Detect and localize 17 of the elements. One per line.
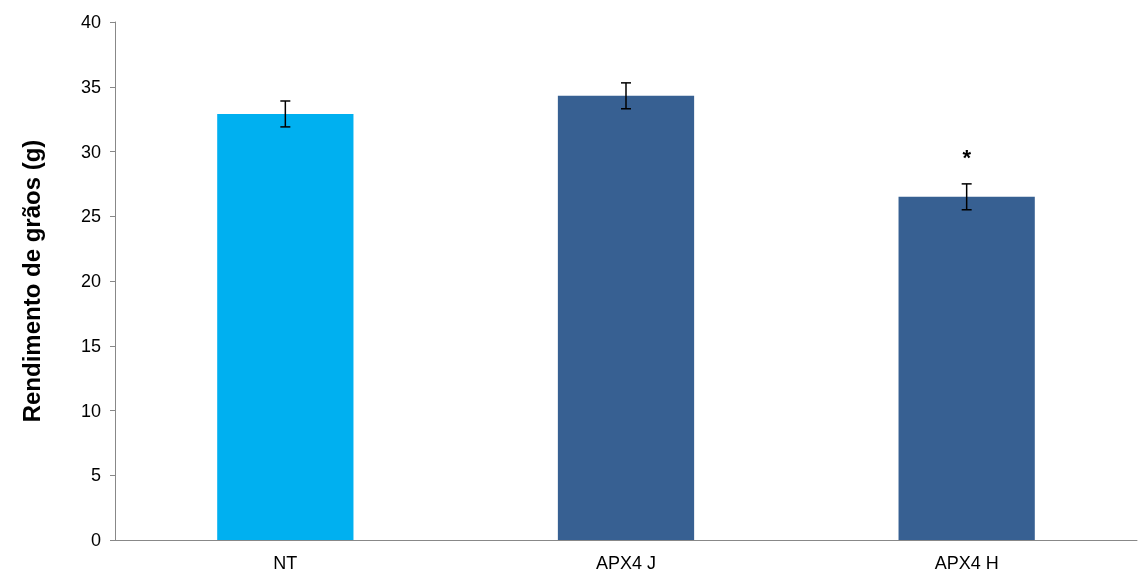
y-tick-label: 30 — [80, 141, 101, 162]
y-tick-label: 20 — [80, 271, 101, 291]
y-tick-label: 40 — [80, 12, 101, 32]
y-tick-label: 10 — [80, 400, 101, 421]
x-tick-label: APX4 H — [934, 553, 999, 573]
y-tick-label: 35 — [80, 76, 101, 97]
bar — [557, 95, 695, 540]
y-tick-label: 25 — [80, 206, 101, 227]
y-tick-label: 15 — [80, 335, 101, 356]
bar — [898, 196, 1035, 540]
x-tick-label: NT — [273, 553, 298, 573]
bar — [217, 113, 354, 540]
x-tick-label: APX4 J — [595, 553, 657, 573]
annotation: * — [962, 145, 972, 171]
y-tick-label: 5 — [90, 465, 101, 486]
y-axis-title: Rendimento de grãos (g) — [17, 139, 45, 423]
y-tick-label: 0 — [90, 530, 101, 550]
